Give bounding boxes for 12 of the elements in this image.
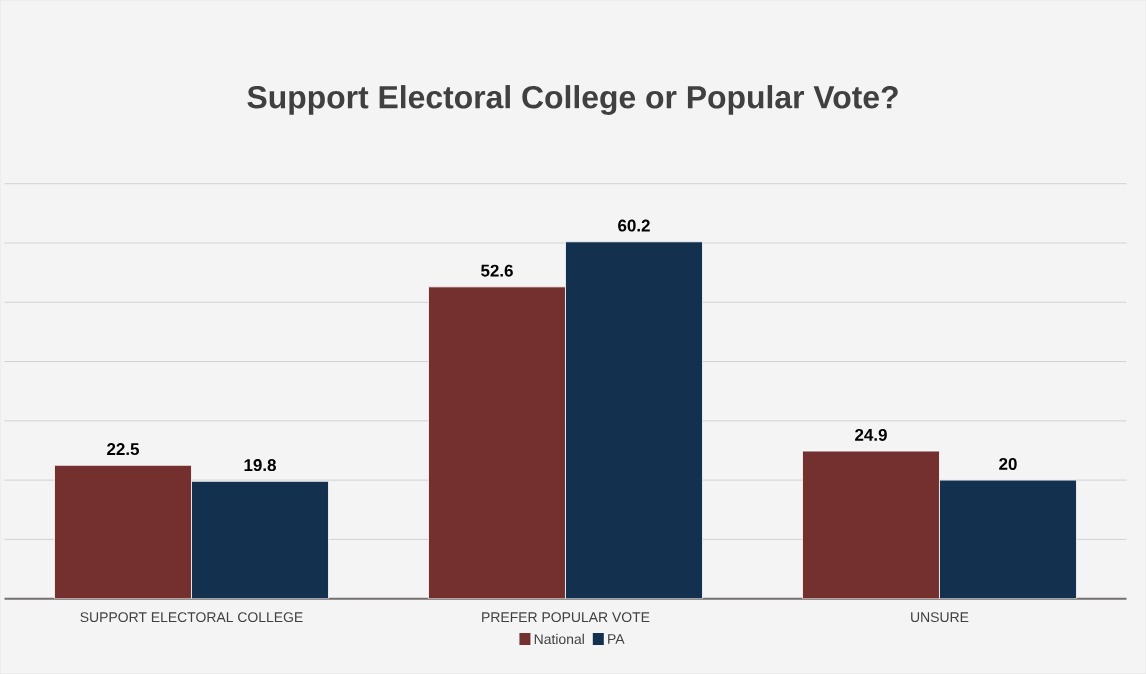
legend-label: PA [608, 634, 625, 644]
data-label: 22.5 [107, 443, 140, 456]
data-label: 52.6 [481, 264, 513, 277]
x-tick-label: PREFER POPULAR VOTE [482, 612, 650, 623]
x-tick-label: SUPPORT ELECTORAL COLLEGE [80, 612, 303, 623]
data-label: 19.8 [244, 459, 276, 472]
data-label: 24.9 [855, 428, 887, 441]
data-label: 60.2 [618, 219, 650, 232]
chart-title: Support Electoral College or Popular Vote? [247, 85, 898, 115]
legend-label: National [534, 633, 584, 645]
data-label: 20 [999, 457, 1017, 470]
x-tick-label: UNSURE [911, 612, 969, 623]
